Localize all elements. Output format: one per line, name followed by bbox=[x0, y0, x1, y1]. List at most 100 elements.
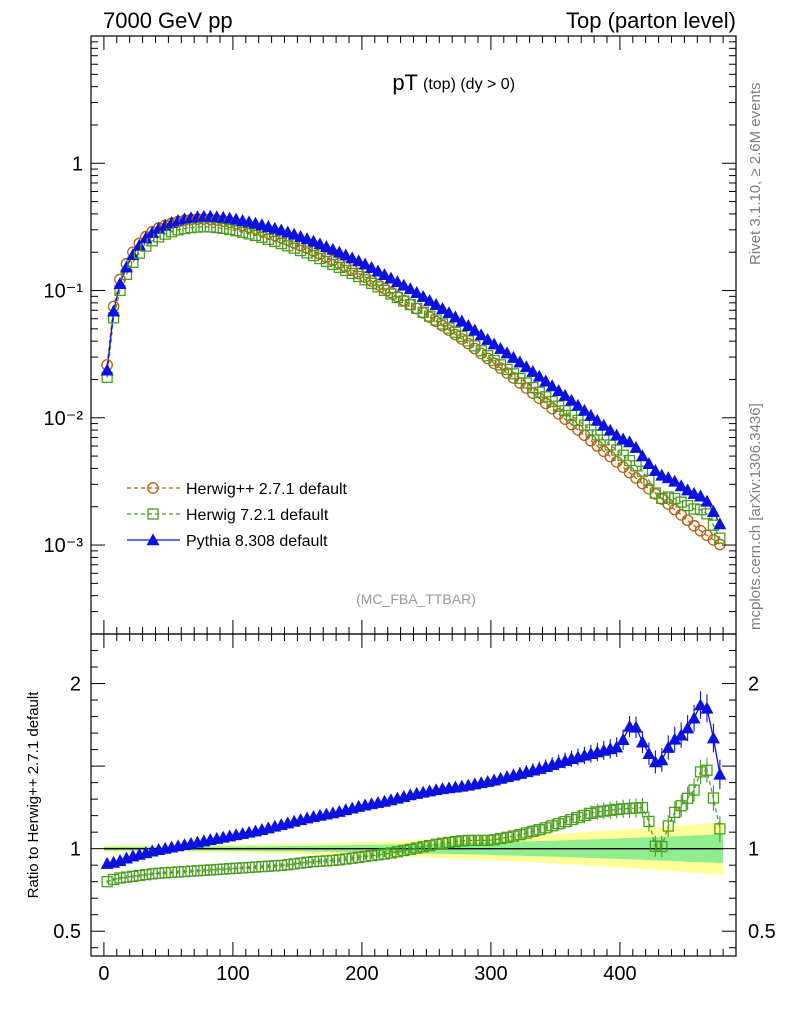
pythia-point bbox=[113, 277, 127, 289]
pythia-ratio-point bbox=[700, 701, 714, 714]
pythia-point bbox=[713, 517, 727, 530]
y-tick-label: 10⁻² bbox=[44, 408, 84, 430]
pythia-ratio-point bbox=[713, 767, 727, 780]
herwig7-ratio-point bbox=[572, 811, 584, 824]
pythia-point bbox=[539, 374, 553, 387]
pythia-point bbox=[610, 428, 624, 441]
herwig7-ratio-point bbox=[417, 841, 429, 853]
herwig7-ratio-point bbox=[604, 804, 616, 816]
pythia-point bbox=[107, 304, 121, 317]
y-tick-label: 10⁻¹ bbox=[44, 281, 84, 303]
herwig7-ratio-point bbox=[617, 803, 629, 815]
herwig7-ratio-point bbox=[327, 854, 339, 867]
herwig7-ratio-point bbox=[340, 853, 352, 865]
herwig7-ratio-point bbox=[359, 850, 371, 863]
herwig7-ratio-point bbox=[301, 856, 313, 868]
x-tick-label: 200 bbox=[345, 963, 378, 985]
herwig7-ratio-line bbox=[106, 769, 721, 883]
herwig7-point bbox=[340, 264, 352, 277]
herwig7-point bbox=[353, 270, 365, 283]
herwigpp-point bbox=[546, 402, 559, 415]
pythia-ratio-point bbox=[629, 720, 643, 733]
herwig7-ratio-point bbox=[578, 809, 591, 822]
herwig7-line bbox=[106, 226, 721, 539]
main-axes: 1 10⁻¹ 10⁻² 10⁻³ bbox=[44, 35, 737, 635]
herwig7-point bbox=[275, 237, 287, 250]
herwig7-ratio-point bbox=[436, 837, 449, 849]
herwig7-ratio-point bbox=[714, 823, 726, 835]
pythia-point bbox=[461, 319, 475, 331]
pythia-point bbox=[494, 341, 508, 354]
herwig7-ratio-point bbox=[114, 872, 126, 884]
herwig7-ratio-point bbox=[107, 873, 120, 886]
header-left: 7000 GeV pp bbox=[103, 8, 233, 33]
herwig7-ratio-point bbox=[185, 865, 197, 877]
y-tick-label: 10⁻³ bbox=[44, 535, 84, 557]
herwig7-ratio-point bbox=[688, 784, 700, 796]
pythia-point bbox=[687, 486, 701, 499]
pythia-point bbox=[126, 248, 140, 261]
pythia-point bbox=[390, 275, 404, 288]
pythia-point bbox=[532, 369, 546, 382]
pythia-point bbox=[436, 302, 450, 314]
pythia-point bbox=[100, 363, 114, 376]
herwig7-point bbox=[365, 277, 378, 289]
pythia-point bbox=[552, 384, 566, 397]
x-tick-label: 300 bbox=[474, 963, 507, 985]
herwig7-point bbox=[288, 242, 300, 254]
herwig7-ratio-point bbox=[236, 862, 249, 874]
herwig7-point bbox=[372, 281, 384, 293]
pythia-point bbox=[377, 268, 391, 280]
herwigpp-point bbox=[610, 455, 623, 468]
herwig7-ratio-point bbox=[449, 835, 462, 848]
pythia-ratio-point bbox=[635, 735, 649, 748]
herwig7-ratio-point bbox=[133, 869, 146, 882]
ratio-axes: 2 2 1 1 0.5 0.5 bbox=[53, 634, 776, 956]
herwig7-ratio-point bbox=[269, 860, 281, 872]
ratio-y-tick-label: 0.5 bbox=[53, 921, 81, 943]
header-right: Top (parton level) bbox=[566, 8, 736, 33]
herwig7-ratio-point bbox=[701, 764, 713, 776]
legend-label: Pythia 8.308 default bbox=[186, 533, 328, 550]
x-tick-label: 400 bbox=[603, 963, 636, 985]
herwig7-point bbox=[269, 235, 281, 248]
pythia-point bbox=[423, 293, 437, 306]
pythia-point bbox=[642, 457, 656, 469]
pythia-point bbox=[526, 365, 540, 377]
herwig7-ratio-point bbox=[333, 854, 345, 866]
mcplots-label: mcplots.cern.ch [arXiv:1306.3436] bbox=[747, 403, 764, 630]
herwig7-ratio-point bbox=[533, 824, 545, 836]
chart-title: pT bbox=[392, 70, 418, 95]
herwig7-point bbox=[391, 291, 404, 304]
herwig7-point bbox=[346, 267, 358, 280]
herwigpp-point bbox=[585, 434, 597, 447]
herwig7-ratio-point bbox=[494, 832, 507, 845]
herwig7-ratio-point bbox=[320, 855, 333, 867]
chart-subtitle: (top) (dy > 0) bbox=[423, 76, 515, 93]
herwig7-ratio-point bbox=[507, 830, 520, 842]
herwig7-ratio-point bbox=[559, 815, 571, 828]
pythia-point bbox=[358, 257, 372, 270]
herwig7-ratio-point bbox=[643, 815, 655, 828]
pythia-point bbox=[448, 310, 462, 323]
herwig7-ratio-point bbox=[353, 851, 365, 863]
pythia-point bbox=[681, 483, 695, 496]
herwig7-ratio-point bbox=[611, 803, 623, 816]
pythia-ratio-point bbox=[610, 740, 624, 753]
herwig7-ratio-point bbox=[146, 868, 158, 880]
legend-marker bbox=[147, 508, 159, 520]
pythia-point bbox=[603, 423, 617, 436]
pythia-point bbox=[384, 271, 398, 284]
herwig7-point bbox=[217, 222, 229, 235]
herwig7-point bbox=[307, 249, 320, 262]
herwig7-ratio-point bbox=[378, 848, 391, 860]
herwig7-ratio-point bbox=[707, 792, 720, 804]
pythia-ratio-point bbox=[616, 733, 630, 745]
herwig7-ratio-point bbox=[294, 857, 307, 869]
herwig7-point bbox=[385, 288, 397, 300]
herwig7-ratio-point bbox=[204, 864, 216, 876]
herwig7-ratio-point bbox=[256, 860, 268, 873]
pythia-point bbox=[565, 393, 579, 406]
herwig7-point bbox=[662, 491, 674, 503]
